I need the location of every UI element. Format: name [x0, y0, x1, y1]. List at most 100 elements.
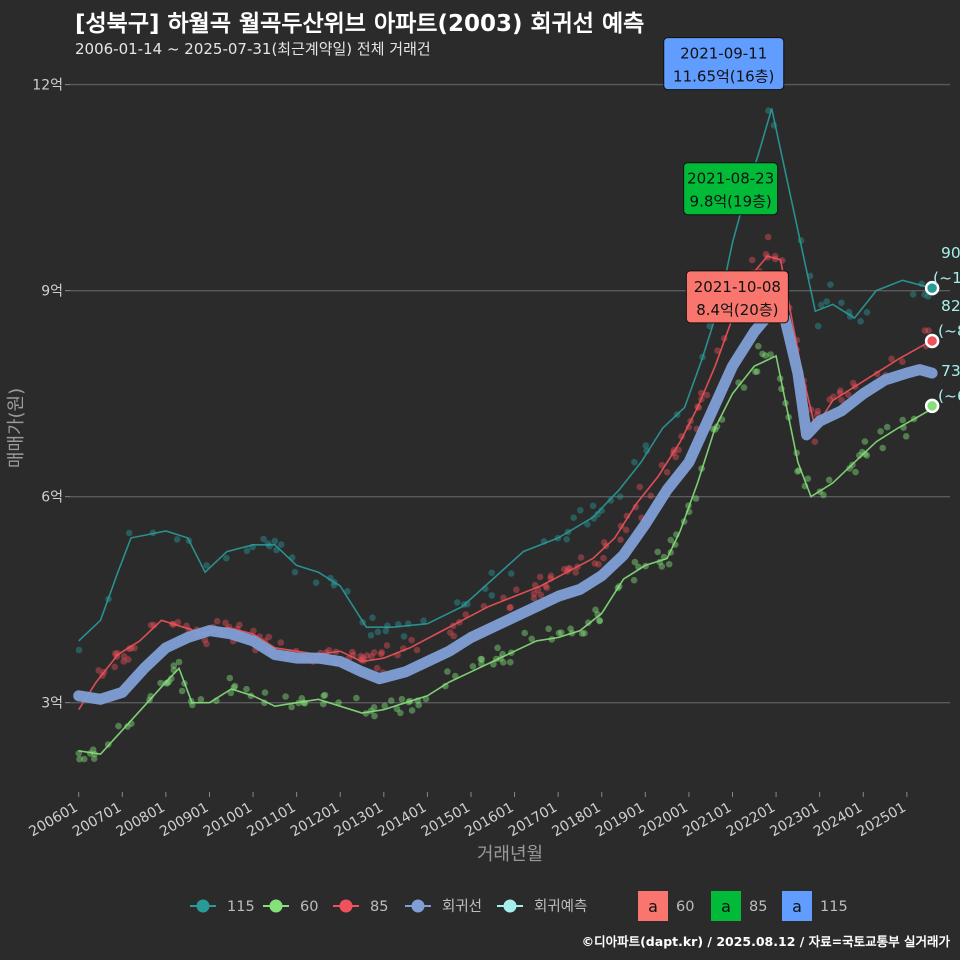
scatter-point: [370, 704, 378, 711]
scatter-point: [663, 468, 671, 476]
legend-key-point: [411, 899, 425, 913]
x-tick-label: 201701: [506, 800, 560, 841]
scatter-point: [453, 599, 461, 606]
scatter-point: [125, 529, 133, 537]
scatter-point: [530, 590, 538, 597]
scatter-point: [555, 629, 563, 637]
scatter-point: [226, 674, 234, 682]
scatter-point: [622, 526, 630, 534]
scatter-point: [265, 633, 273, 641]
scatter-point: [369, 614, 376, 621]
scatter-point: [450, 632, 458, 640]
scatter-point: [250, 627, 257, 635]
scatter-point: [631, 458, 638, 466]
scatter-point: [312, 579, 320, 586]
scatter-point: [838, 396, 845, 404]
scatter-point: [462, 611, 470, 618]
scatter-point: [825, 476, 833, 484]
legend-key-box: [782, 891, 812, 921]
scatter-point: [590, 515, 598, 522]
scatter-point: [203, 562, 210, 569]
x-tick-label: 202001: [637, 800, 691, 841]
scatter-point: [236, 621, 243, 629]
x-tick-label: 201401: [375, 800, 429, 841]
legend-key-point: [269, 899, 283, 913]
scatter-point: [298, 695, 306, 702]
x-axis-label: 거래년월: [477, 844, 543, 865]
y-tick-label: 9억: [41, 284, 63, 300]
annotation-value: 8.4억(20층): [696, 301, 778, 319]
scatter-point: [174, 618, 182, 626]
scatter-point: [528, 635, 535, 643]
scatter-point: [667, 536, 675, 544]
scatter-point: [373, 664, 381, 672]
scatter-point: [120, 658, 127, 665]
scatter-point: [762, 352, 769, 359]
scatter-point: [578, 630, 586, 637]
scatter-point: [748, 256, 756, 264]
scatter-point: [755, 342, 762, 350]
scatter-point: [759, 350, 766, 358]
scatter-point: [442, 682, 449, 690]
scatter-point: [658, 563, 666, 570]
y-tick-label: 6억: [41, 490, 63, 506]
scatter-point: [826, 396, 833, 403]
scatter-point: [478, 656, 486, 663]
scatter-point: [925, 327, 932, 334]
x-tick-label: 202501: [855, 800, 909, 841]
scatter-point: [157, 679, 164, 687]
scatter-point: [600, 554, 607, 562]
trend-line-115: [78, 108, 929, 642]
scatter-point: [861, 438, 869, 445]
forecast-point-60: [924, 398, 940, 414]
legend-key-point: [196, 899, 210, 913]
scatter-point: [357, 652, 365, 660]
scatter-point: [857, 318, 864, 325]
y-tick-label: 3억: [41, 696, 63, 712]
scatter-point: [75, 646, 83, 654]
scatter-point: [288, 703, 295, 711]
scatter-point: [393, 705, 401, 713]
scatter-point: [231, 682, 239, 690]
scatter-point: [883, 423, 891, 431]
scatter-point: [767, 351, 774, 358]
y-tick-label: 12억: [32, 78, 63, 94]
scatter-point: [397, 709, 404, 717]
scatter-point: [408, 707, 416, 714]
x-tick-label: 200701: [70, 800, 124, 841]
scatter-point: [213, 617, 221, 625]
scatter-point: [703, 391, 711, 399]
scatter-point: [90, 755, 98, 762]
scatter-point: [408, 636, 415, 644]
scatter-point: [804, 475, 812, 483]
scatter-point: [378, 649, 386, 656]
x-tick-label: 201301: [332, 800, 386, 841]
scatter-point: [692, 495, 700, 502]
scatter-point: [577, 507, 584, 514]
scatter-point: [852, 468, 859, 476]
forecast-value-label: 90,367: [941, 244, 960, 262]
scatter-point: [630, 576, 638, 584]
scatter-point: [124, 723, 131, 730]
x-tick-label: 201801: [549, 800, 603, 841]
scatter-point: [76, 755, 83, 763]
scatter-point: [494, 644, 501, 652]
scatter-point: [370, 649, 378, 656]
scatter-point: [382, 627, 390, 635]
scatter-point: [261, 689, 269, 696]
scatter-point: [636, 483, 644, 491]
forecast-area-label: (~115㎡): [933, 269, 960, 287]
legend-key-glyph: a: [721, 897, 731, 916]
scatter-point: [413, 646, 421, 654]
scatter-point: [368, 653, 375, 660]
scatter-point: [861, 450, 869, 458]
legend-label: 60: [676, 899, 694, 915]
scatter-point: [513, 586, 520, 593]
scatter-point: [863, 452, 871, 459]
annotation-value: 9.8억(19층): [690, 193, 772, 211]
scatter-point: [320, 700, 327, 708]
scatter-point: [617, 536, 624, 543]
annotation-date: 2021-08-23: [687, 170, 774, 188]
scatter-point: [594, 511, 601, 518]
